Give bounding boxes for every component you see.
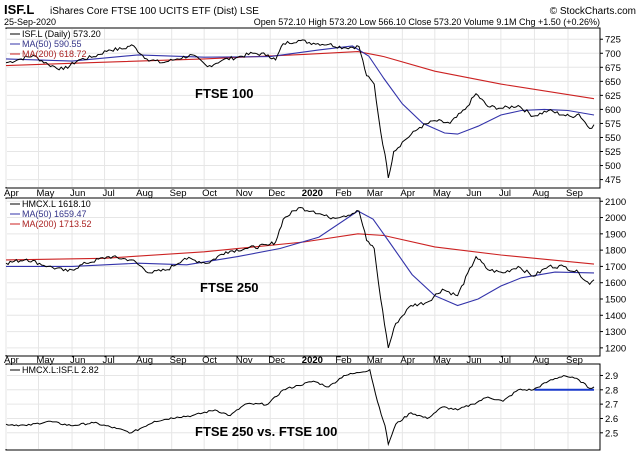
x-tick-label: Sep	[566, 188, 583, 199]
legend-ratio: HMCX.L:ISF.L 2.82	[10, 365, 99, 375]
panel-ftse250: 1200 1300 1400 1500 1600 1700 1800 1900 2000 2100	[5, 197, 626, 355]
y-tick-label: 2000	[605, 213, 626, 224]
header-fund-name: iShares Core FTSE 100 UCITS ETF (Dist) L…	[50, 6, 259, 17]
panel-ratio: 2.5 2.6 2.7 2.8 2.9	[5, 365, 618, 449]
x-tick-label: Feb	[335, 355, 351, 366]
y-tick-label: 2.5	[605, 428, 618, 439]
x-tick-label: Mar	[367, 188, 383, 199]
y-tick-label: 675	[605, 63, 621, 74]
header-date: 25-Sep-2020	[4, 17, 56, 27]
legend-price-ftse100: ISF.L (Daily) 573.20	[22, 29, 101, 39]
y-tick-label: 550	[605, 133, 621, 144]
legend-ma50-ftse250: MA(50) 1659.47	[22, 209, 87, 219]
x-tick-label: Dec	[268, 188, 285, 199]
annotation-ratio: FTSE 250 vs. FTSE 100	[195, 424, 337, 439]
legend-ma200-ftse100: MA(200) 618.72	[22, 49, 87, 59]
x-tick-label: Aug	[532, 188, 549, 199]
x-tick-label: Apr	[4, 355, 19, 366]
y-tick-label: 575	[605, 119, 621, 130]
y-tick-label: 1400	[605, 311, 626, 322]
y-tick-label: 2.7	[605, 400, 618, 411]
x-tick-label: Sep	[566, 355, 583, 366]
source-credit: © StockCharts.com	[550, 6, 636, 17]
y-tick-label: 2.6	[605, 414, 618, 425]
y-tick-label: 2100	[605, 197, 626, 208]
legend-ma50-ftse100: MA(50) 590.55	[22, 39, 82, 49]
legend-ftse250: HMCX.L 1618.10 MA(50) 1659.47 MA(200) 17…	[10, 199, 92, 229]
y-tick-label: 1600	[605, 278, 626, 289]
x-tick-label: Apr	[400, 355, 415, 366]
x-tick-label: Jul	[103, 188, 115, 199]
y-tick-label: 475	[605, 175, 621, 186]
series-line-ma200	[5, 233, 595, 265]
x-tick-label: Dec	[268, 355, 285, 366]
x-tick-label: Jul	[499, 188, 511, 199]
x-tick-label: Nov	[236, 355, 253, 366]
x-tick-label: Apr	[4, 188, 19, 199]
x-tick-label: Aug	[532, 355, 549, 366]
y-tick-label: 2.8	[605, 385, 618, 396]
series-line-price	[5, 368, 595, 447]
x-tick-label: Jul	[499, 355, 511, 366]
x-tick-label: Jul	[103, 355, 115, 366]
legend-ftse100: ISF.L (Daily) 573.20 MA(50) 590.55 MA(20…	[10, 29, 101, 59]
y-tick-label: 1800	[605, 246, 626, 257]
y-tick-label: 600	[605, 105, 621, 116]
x-tick-label: Jun	[466, 188, 481, 199]
y-tick-label: 625	[605, 91, 621, 102]
series-line-price	[5, 206, 595, 349]
panel-ftse100: 475 500 525 550 575 600 625 650 675 700 725	[5, 29, 621, 187]
x-tick-label: Apr	[400, 188, 415, 199]
header-ticker: ISF.L	[4, 2, 34, 17]
y-tick-label: 1900	[605, 229, 626, 240]
legend-ma200-ftse250: MA(200) 1713.52	[22, 219, 92, 229]
y-tick-label: 700	[605, 49, 621, 60]
x-tick-label: 2020	[302, 188, 323, 199]
series-line-ma200	[5, 51, 595, 100]
x-tick-label: May	[433, 188, 451, 199]
y-tick-label: 2.9	[605, 371, 618, 382]
series-line-ma50	[5, 45, 595, 135]
x-tick-label: May	[36, 188, 54, 199]
y-tick-label: 500	[605, 161, 621, 172]
y-tick-label: 1300	[605, 327, 626, 338]
series-line-ma50	[6, 210, 595, 307]
x-tick-label: May	[36, 355, 54, 366]
y-tick-label: 1500	[605, 294, 626, 305]
legend-ratio-price: HMCX.L:ISF.L 2.82	[22, 365, 99, 375]
x-tick-label: Aug	[136, 355, 153, 366]
y-tick-label: 725	[605, 35, 621, 46]
x-tick-label: Mar	[367, 355, 383, 366]
y-tick-label: 525	[605, 147, 621, 158]
header-ohlc: Open 572.10 High 573.20 Low 566.10 Close…	[254, 17, 600, 27]
x-tick-label: Jun	[70, 188, 85, 199]
x-tick-label: May	[433, 355, 451, 366]
legend-price-ftse250: HMCX.L 1618.10	[22, 199, 91, 209]
x-tick-label: 2020	[302, 355, 323, 366]
x-tick-label: Oct	[202, 188, 217, 199]
y-tick-label: 1200	[605, 343, 626, 354]
x-tick-label: Oct	[202, 355, 217, 366]
x-tick-label: Jun	[70, 355, 85, 366]
annotation-ftse250: FTSE 250	[200, 280, 259, 295]
x-tick-label: Sep	[170, 355, 187, 366]
y-tick-label: 650	[605, 77, 621, 88]
x-axis-labels-bottom: Apr May Jun Jul Aug Sep Oct Nov Dec 2020 Feb Mar Apr…	[4, 355, 583, 366]
y-tick-label: 1700	[605, 262, 626, 273]
x-tick-label: Jun	[466, 355, 481, 366]
x-tick-label: Nov	[236, 188, 253, 199]
x-tick-label: Sep	[170, 188, 187, 199]
series-line-price	[5, 39, 595, 179]
x-tick-label: Aug	[136, 188, 153, 199]
x-axis-labels-top: Apr May Jun Jul Aug Sep Oct Nov Dec 2020 Feb Mar Apr…	[4, 188, 583, 199]
annotation-ftse100: FTSE 100	[195, 86, 254, 101]
x-tick-label: Feb	[335, 188, 351, 199]
